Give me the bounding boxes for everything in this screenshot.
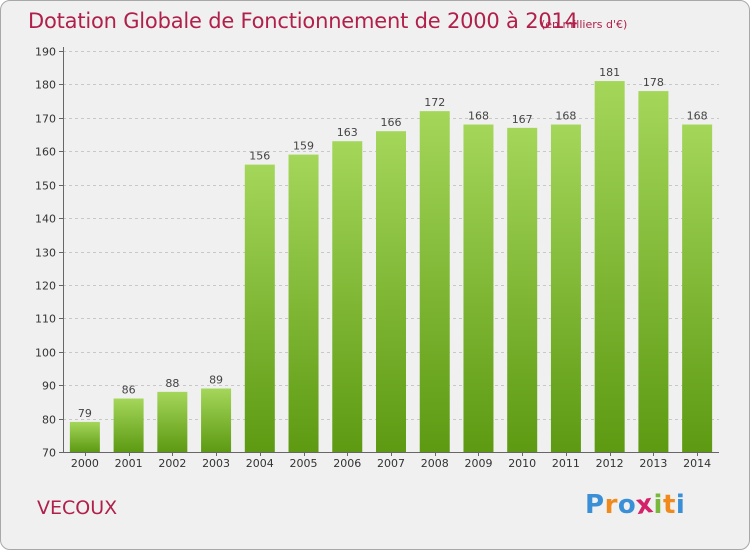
chart-title: Dotation Globale de Fonctionnement de 20… [28,9,578,33]
x-tick-label: 2002 [158,457,186,470]
logo-letter: x [634,488,656,522]
y-tick-label: 90 [42,380,56,393]
y-tick-label: 180 [35,79,56,92]
bar [419,111,450,453]
x-tick-label: 2004 [246,457,274,470]
x-tick-label: 2012 [596,457,624,470]
bar [594,81,625,452]
bar [69,421,100,452]
proxiti-logo: Proxiti [585,488,686,522]
logo-letter: P [585,490,605,520]
bar-value-label: 167 [512,113,533,126]
x-tick-label: 2006 [333,457,361,470]
logo-letter: i [653,490,663,520]
y-tick-label: 110 [35,313,56,326]
logo-letter: t [662,490,676,520]
x-tick-label: 2014 [683,457,711,470]
bar-value-label: 168 [687,110,708,123]
y-tick-label: 170 [35,113,56,126]
x-tick-label: 2009 [464,457,492,470]
x-tick-label: 2007 [377,457,405,470]
bar [682,124,713,453]
logo-letter: r [604,490,618,520]
y-tick-label: 190 [35,46,56,59]
bar [638,91,669,452]
bar [376,131,406,452]
x-tick-label: 2001 [115,457,143,470]
y-tick-label: 80 [42,414,56,427]
x-tick-label: 2013 [639,457,667,470]
bar-value-label: 86 [122,384,136,397]
chart-subtitle: (en milliers d'€) [541,18,628,31]
y-tick-label: 150 [35,180,56,193]
logo-letter: o [617,490,637,520]
bar [463,124,494,453]
commune-name: VECOUX [37,497,118,519]
x-tick-label: 2010 [508,457,536,470]
bar-value-label: 178 [643,76,664,89]
y-tick-label: 130 [35,247,56,260]
bar [332,141,363,452]
x-tick-label: 2005 [290,457,318,470]
bar-value-label: 89 [209,374,223,387]
bar-value-label: 88 [165,377,179,390]
logo-letter: i [675,490,686,520]
bar [288,154,319,452]
x-tick-label: 2008 [421,457,449,470]
bar-value-label: 172 [424,96,445,109]
x-tick-label: 2003 [202,457,230,470]
bar-value-label: 156 [249,150,270,163]
bar-value-label: 79 [78,407,92,420]
axes: 70 80 90 100 110 120 130 140 150 160 170 180 190 2000… [35,46,719,470]
bar-value-label: 159 [293,140,314,153]
y-tick-label: 120 [35,280,56,293]
y-tick-label: 140 [35,213,56,226]
bar-value-label: 163 [337,126,358,139]
x-tick-label: 2011 [552,457,580,470]
bar [507,127,538,452]
bar-value-label: 181 [599,66,620,79]
bar-value-label: 168 [468,110,489,123]
x-tick-label: 2000 [71,457,99,470]
bar [157,391,188,452]
bars: 79 86 88 89 156 159 163 166 172 168 167 168 181 178 16… [69,66,713,453]
y-tick-label: 160 [35,146,56,159]
bar-value-label: 166 [381,116,402,129]
bar [244,164,275,452]
bar-value-label: 168 [555,110,576,123]
bar [550,124,581,453]
bar [201,388,232,452]
y-tick-label: 100 [35,347,56,360]
bar [113,398,144,452]
y-tick-label: 70 [42,447,56,460]
